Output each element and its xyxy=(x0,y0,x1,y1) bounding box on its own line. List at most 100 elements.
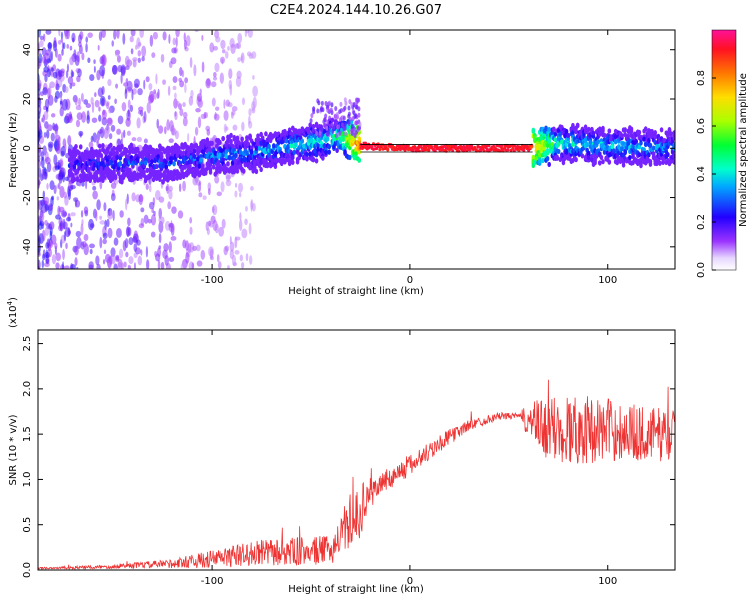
spectrogram-cell xyxy=(138,223,145,229)
spectrogram-cell xyxy=(199,88,202,95)
spectrogram-cell xyxy=(62,211,68,217)
snr-series-line xyxy=(38,379,675,570)
spectrogram-cell xyxy=(357,136,362,142)
spectrogram-cell xyxy=(126,130,131,136)
spectrogram-cell xyxy=(76,266,79,269)
spectrogram-cell xyxy=(534,156,539,162)
spectrogram-cell xyxy=(249,255,253,265)
spectrogram-cell xyxy=(350,101,354,107)
spectrogram-cell xyxy=(77,150,81,156)
spectrogram-cell xyxy=(205,78,211,89)
spectrogram-cell xyxy=(172,161,176,167)
spectrogram-cell xyxy=(110,182,117,189)
spectrogram-cell xyxy=(48,85,52,97)
spectrogram-cell xyxy=(96,263,101,269)
spectrogram-cell xyxy=(143,214,149,224)
spectrogram-cell xyxy=(70,212,76,217)
spectrogram-cell xyxy=(47,203,54,212)
spectrogram-cell xyxy=(51,254,57,265)
spectrogram-cell xyxy=(599,154,604,161)
spectrogram-cell xyxy=(39,35,44,41)
spectrogram-cell xyxy=(113,159,118,166)
spectrogram-cell xyxy=(115,150,119,156)
colorbar-tick-label: 0.0 xyxy=(696,262,707,278)
spectrogram-cell xyxy=(234,152,238,158)
spectrogram-cell xyxy=(198,181,202,193)
spectrogram-cell xyxy=(106,101,110,109)
spectrogram-cell xyxy=(179,108,184,117)
spectrogram-cell xyxy=(308,122,313,128)
spectrogram-cell xyxy=(146,101,151,114)
spectrogram-cell xyxy=(343,122,347,128)
spectrogram-cell xyxy=(343,125,347,131)
spectrogram-cell xyxy=(91,102,95,114)
spectrogram-cell xyxy=(112,145,116,151)
spectrogram-cell xyxy=(102,174,107,180)
spectrogram-cell xyxy=(116,227,122,238)
spectrogram-cell xyxy=(53,124,59,132)
colorbar-tick-label: 0.4 xyxy=(696,166,707,182)
spectrogram-cell xyxy=(328,100,332,106)
spectrogram-cell xyxy=(62,99,68,111)
y-tick-label: -20 xyxy=(22,189,33,205)
spectrogram-cell xyxy=(102,238,107,245)
spectrogram-cell xyxy=(223,245,228,256)
spectrogram-cell xyxy=(125,251,129,258)
spectrogram-cell xyxy=(168,241,172,254)
spectrogram-cell xyxy=(545,150,550,156)
spectrogram-cell xyxy=(107,256,112,268)
spectrogram-cell xyxy=(623,150,627,156)
spectrogram-cell xyxy=(215,106,220,111)
spectrogram-cell xyxy=(355,104,359,110)
spectrogram-cell xyxy=(155,73,158,85)
spectrogram-cell xyxy=(229,132,233,138)
spectrogram-cell xyxy=(131,89,134,101)
spectrogram-cell xyxy=(637,129,642,136)
spectrogram-cell xyxy=(337,124,341,130)
spectrogram-panel: -100 0 100 -40 -20 0 20 40 Height of straight … xyxy=(8,29,676,297)
spectrogram-cell xyxy=(156,92,159,99)
spectrogram-cell xyxy=(98,114,102,122)
spectrogram-cell xyxy=(294,142,298,148)
spectrogram-cell xyxy=(210,140,214,146)
spectrogram-cell xyxy=(146,153,151,159)
spectrogram-cell xyxy=(133,78,140,88)
spectrogram-cell xyxy=(289,143,294,149)
spectrogram-cell xyxy=(102,109,106,116)
spectrogram-cell xyxy=(196,244,201,252)
spectrogram-cell xyxy=(70,263,76,269)
spectrogram-cell xyxy=(41,229,46,242)
spectrogram-cell xyxy=(113,263,118,269)
spectrogram-cell xyxy=(147,218,152,224)
x-tick-label: 100 xyxy=(598,275,617,286)
spectrogram-cell xyxy=(177,145,181,151)
spectrogram-cell xyxy=(541,157,545,164)
spectrogram-cell xyxy=(88,261,94,269)
spectrogram-cell xyxy=(601,127,605,134)
spectrogram-cell xyxy=(602,132,607,138)
spectrogram-cell xyxy=(168,138,174,144)
spectrogram-cell xyxy=(120,64,126,75)
spectrogram-cell xyxy=(85,36,89,44)
spectrogram-cell xyxy=(211,164,216,170)
spectrogram-cell xyxy=(327,128,331,134)
spectrogram-cell xyxy=(598,160,602,166)
spectrogram-cell xyxy=(101,54,107,67)
spectrogram-cell xyxy=(108,107,113,114)
spectrogram-cell xyxy=(38,53,43,64)
spectrogram-cell xyxy=(225,99,230,107)
spectrogram-cell xyxy=(323,122,327,128)
spectrogram-cell xyxy=(217,261,222,269)
spectrogram-cell xyxy=(71,172,75,178)
spectrogram-cell xyxy=(115,255,120,262)
spectrogram-cell xyxy=(123,261,127,268)
spectrogram-cell xyxy=(129,171,134,177)
spectrogram-cell xyxy=(112,209,115,222)
spectrogram-cell xyxy=(544,125,548,131)
y-tick-label: -40 xyxy=(22,239,33,255)
spectrogram-cell xyxy=(642,136,646,142)
spectrogram-cell xyxy=(130,30,136,37)
spectrogram-cell xyxy=(248,222,252,235)
spectrogram-cell xyxy=(241,228,248,239)
spectrogram-cell xyxy=(350,123,354,129)
